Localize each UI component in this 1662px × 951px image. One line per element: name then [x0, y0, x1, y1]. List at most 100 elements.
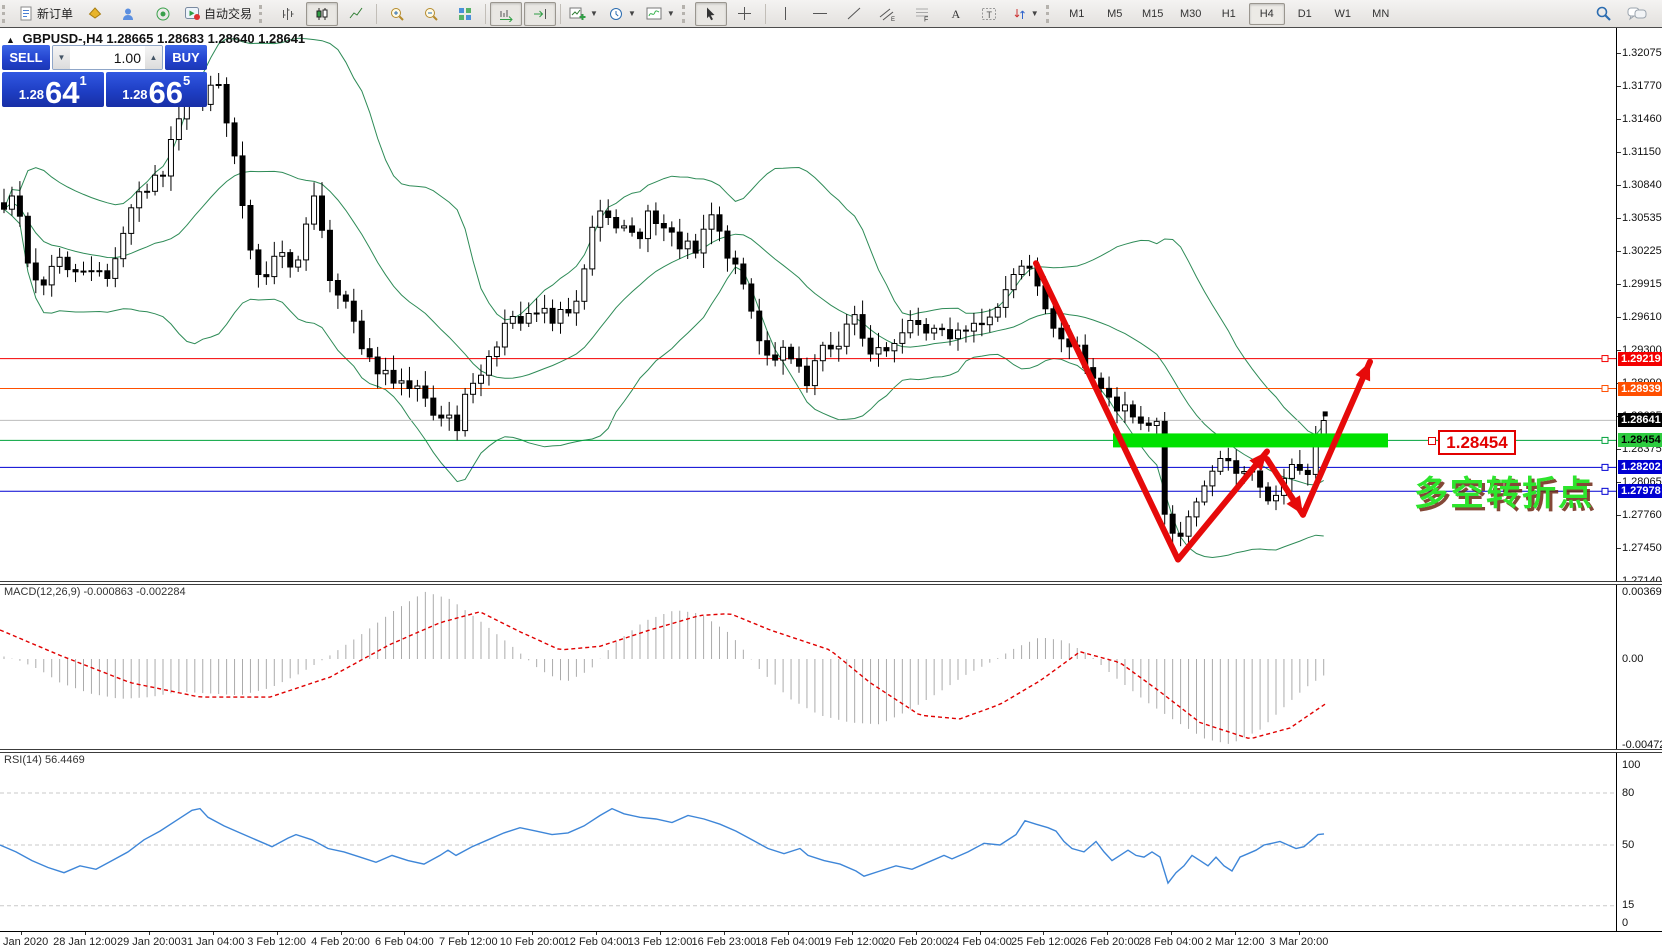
chart-shift-icon — [532, 6, 548, 22]
buy-price-big: 66 — [148, 74, 184, 110]
tf-button-m15[interactable]: M15 — [1142, 7, 1164, 20]
price-badge: 1.27978 — [1618, 484, 1662, 499]
new-order-button[interactable]: 新订单 — [15, 2, 77, 26]
autotrade-button[interactable]: 自动交易 — [181, 2, 256, 26]
sell-price-sup: 1 — [79, 73, 87, 88]
auto-scroll-button[interactable] — [490, 1, 523, 26]
time-tick-label: 13 Feb 12:00 — [627, 936, 693, 948]
svg-text:A: A — [952, 7, 961, 21]
price-badge: 1.28641 — [1618, 413, 1662, 428]
volume-increase-button[interactable]: ▲ — [145, 46, 162, 69]
candle-chart-icon — [314, 6, 330, 22]
search-button[interactable] — [1587, 2, 1619, 26]
price-tick-mark — [1617, 251, 1621, 252]
support-level-label[interactable]: 1.28454 — [1438, 430, 1516, 455]
line-chart-button[interactable] — [340, 2, 372, 26]
time-tick-mark — [340, 932, 342, 935]
time-tick-label: 6 Feb 04:00 — [375, 936, 434, 948]
tile-windows-icon — [457, 6, 473, 22]
hline-button[interactable] — [804, 2, 836, 26]
rsi-scale-label: 0 — [1622, 917, 1629, 929]
svg-text:E: E — [891, 17, 895, 22]
tf-button-m30[interactable]: M30 — [1180, 7, 1202, 20]
tf-button-mn[interactable]: MN — [1372, 7, 1390, 20]
rsi-scale-label: 15 — [1622, 899, 1635, 911]
time-tick-label: 7 Jan 2020 — [0, 936, 49, 948]
price-tick-label: 1.27760 — [1622, 509, 1662, 521]
time-tick-mark — [1235, 932, 1237, 935]
toolbar-grip[interactable] — [2, 4, 12, 23]
tf-button-h4[interactable]: H4 — [1248, 2, 1285, 25]
tf-button-w1[interactable]: W1 — [1334, 7, 1351, 20]
label-button[interactable]: T — [974, 2, 1006, 26]
arrows-button[interactable]: ▼ — [1008, 2, 1043, 26]
buy-price-prefix: 1.28 — [122, 87, 148, 102]
time-tick-label: 18 Feb 04:00 — [755, 936, 821, 948]
volume-decrease-button[interactable]: ▼ — [53, 46, 70, 69]
time-tick-label: 16 Feb 23:00 — [691, 936, 757, 948]
zoom-out-button[interactable] — [415, 2, 447, 26]
chat-button[interactable] — [1621, 2, 1653, 26]
community-button[interactable] — [113, 2, 145, 26]
pane-separator[interactable] — [0, 581, 1662, 585]
pane-separator[interactable] — [0, 749, 1662, 753]
tf-button-m5[interactable]: M5 — [1107, 7, 1123, 20]
macd-label: MACD(12,26,9) -0.000863 -0.002284 — [4, 586, 186, 598]
volume-input[interactable]: 1.00 — [113, 49, 141, 66]
sell-button[interactable]: SELL — [2, 45, 50, 70]
level-line-anchor[interactable] — [1428, 437, 1436, 445]
crosshair-icon — [737, 6, 752, 21]
text-button[interactable]: A — [940, 2, 972, 26]
vline-button[interactable] — [770, 2, 802, 26]
chart-canvas[interactable] — [0, 0, 1616, 931]
time-tick-label: 10 Feb 20:00 — [499, 936, 565, 948]
price-tick-mark — [1617, 515, 1621, 516]
indicators-button[interactable]: ▼ — [642, 2, 679, 26]
zoom-in-button[interactable] — [381, 2, 413, 26]
price-badge: 1.28939 — [1618, 381, 1662, 396]
time-tick-mark — [468, 932, 470, 935]
new-chart-button[interactable]: ▼ — [565, 2, 602, 26]
period-button[interactable]: ▼ — [604, 2, 640, 26]
tile-windows-button[interactable] — [449, 2, 481, 26]
tf-button-m1[interactable]: M1 — [1069, 7, 1085, 20]
buy-price-panel[interactable]: 1.28 66 5 — [105, 72, 207, 110]
channel-button[interactable]: E — [872, 2, 904, 26]
toolbar-grip[interactable] — [1045, 4, 1056, 23]
fibonacci-icon: F — [914, 6, 930, 22]
time-tick-label: 3 Feb 12:00 — [247, 936, 306, 948]
toolbar-separator — [485, 3, 487, 24]
tf-button-h1[interactable]: H1 — [1221, 7, 1236, 20]
candle-chart-button[interactable] — [306, 1, 339, 26]
sell-price-panel[interactable]: 1.28 64 1 — [2, 72, 104, 108]
toolbar-grip[interactable] — [259, 4, 269, 23]
buy-button[interactable]: BUY — [165, 45, 207, 70]
price-tick-mark — [1617, 317, 1621, 318]
price-tick-mark — [1617, 218, 1621, 219]
time-tick-mark — [979, 932, 981, 935]
auto-scroll-icon — [498, 6, 514, 22]
signals-button[interactable] — [79, 2, 111, 26]
channel-icon: E — [879, 6, 896, 22]
time-tick-label: 19 Feb 12:00 — [819, 936, 885, 948]
new-order-label: 新订单 — [37, 7, 74, 21]
bar-chart-button[interactable] — [272, 2, 304, 26]
price-tick-mark — [1617, 548, 1621, 549]
new-chart-icon — [569, 6, 586, 22]
toolbar-grip[interactable] — [681, 4, 692, 23]
cursor-button[interactable] — [694, 1, 727, 26]
radar-button[interactable] — [147, 2, 179, 26]
time-tick-label: 4 Feb 20:00 — [311, 936, 370, 948]
hline-icon — [812, 6, 828, 21]
period-icon — [608, 6, 624, 22]
collapse-triangle-icon[interactable]: ▲ — [6, 35, 15, 45]
trendline-button[interactable] — [838, 2, 870, 26]
chart-shift-button[interactable] — [524, 1, 557, 26]
rsi-label: RSI(14) 56.4469 — [4, 754, 85, 766]
fibonacci-button[interactable]: F — [906, 2, 938, 26]
price-scale[interactable]: 1.32075 1.31770 1.31460 1.31150 1.30840 1.305… — [1616, 28, 1662, 931]
tf-button-d1[interactable]: D1 — [1297, 7, 1312, 20]
crosshair-button[interactable] — [729, 2, 761, 26]
